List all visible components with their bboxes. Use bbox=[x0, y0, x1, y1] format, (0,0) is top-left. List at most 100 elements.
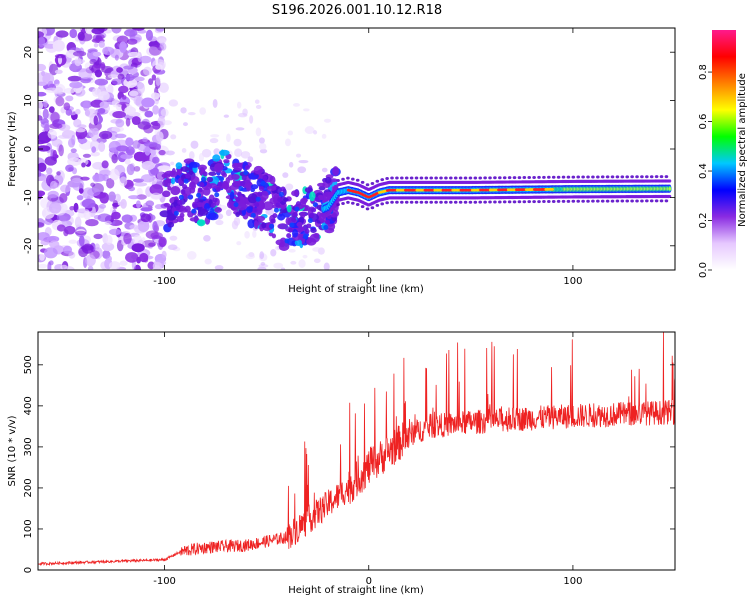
spectrogram-blob bbox=[323, 262, 330, 270]
spectrogram-blob bbox=[414, 200, 419, 204]
spectrogram-blob bbox=[124, 29, 138, 37]
spectrogram-blob bbox=[198, 153, 205, 162]
spectrogram-blob bbox=[48, 106, 55, 114]
spectrogram-blob bbox=[49, 123, 63, 129]
spectrogram-blob bbox=[507, 176, 512, 180]
spectrogram-blob bbox=[114, 54, 119, 61]
spectrogram-blob bbox=[127, 51, 141, 57]
spectrogram-blob bbox=[414, 176, 419, 180]
spectrogram-blob bbox=[463, 176, 468, 180]
spectrogram-blob bbox=[77, 31, 85, 41]
spectrogram-blob bbox=[178, 194, 184, 200]
spectrogram-blob bbox=[133, 165, 141, 172]
spectrogram-blob bbox=[259, 137, 265, 144]
spectrogram-blob bbox=[184, 205, 191, 213]
spectrogram-blob bbox=[522, 200, 527, 204]
spectrogram-blob bbox=[317, 182, 326, 187]
spectrogram-blob bbox=[434, 176, 438, 180]
spectrogram-blob bbox=[98, 141, 106, 152]
spectrogram-blob bbox=[261, 222, 267, 229]
spectrogram-blob bbox=[463, 200, 468, 204]
spectrogram-blob bbox=[321, 133, 327, 139]
spectrogram-blob bbox=[169, 235, 178, 241]
spectrogram-blob bbox=[245, 182, 251, 192]
spectrogram-blob bbox=[150, 232, 163, 240]
spectrogram-blob bbox=[148, 44, 162, 56]
spectrogram-blob bbox=[561, 175, 566, 179]
spectrogram-blob bbox=[112, 110, 126, 119]
spectrogram-blob bbox=[94, 243, 100, 250]
spectrogram-blob bbox=[109, 168, 120, 181]
spectrogram-blob bbox=[252, 207, 258, 213]
spectrogram-blob bbox=[192, 203, 198, 209]
spectrogram-blob bbox=[180, 107, 187, 114]
spectrogram-blob bbox=[167, 244, 178, 251]
spectrogram-blob bbox=[58, 134, 70, 139]
spectrogram-blob bbox=[100, 62, 106, 71]
spectrogram-blob bbox=[586, 199, 590, 203]
spectrogram-blob bbox=[262, 201, 274, 211]
spectrogram-blob bbox=[664, 199, 669, 203]
spectrogram-blob bbox=[336, 178, 340, 182]
spectrogram-blob bbox=[191, 208, 197, 214]
spectrogram-blob bbox=[291, 217, 297, 223]
spectrogram-blob bbox=[83, 210, 91, 220]
spectrogram-blob bbox=[260, 180, 266, 186]
spectrogram-blob bbox=[581, 175, 585, 179]
spectrogram-blob bbox=[294, 206, 300, 212]
spectrogram-blob bbox=[309, 191, 316, 202]
spectrogram-blob bbox=[292, 211, 298, 217]
spectrogram-blob bbox=[128, 186, 136, 192]
spectrogram-blob bbox=[404, 176, 409, 180]
spectrogram-blob bbox=[630, 175, 634, 179]
spectrogram-blob bbox=[390, 176, 394, 180]
spectrogram-blob bbox=[444, 200, 448, 204]
spectrogram-blob bbox=[272, 213, 278, 219]
spectrogram-blob bbox=[512, 176, 517, 180]
spectrogram-blob bbox=[148, 242, 156, 247]
spectrogram-blob bbox=[165, 150, 175, 156]
spectrogram-blob bbox=[610, 199, 615, 203]
spectrogram-blob bbox=[115, 118, 125, 128]
spectrogram-blob bbox=[502, 176, 507, 180]
spectrogram-blob bbox=[551, 199, 556, 203]
spectrogram-blob bbox=[274, 245, 280, 251]
spectrogram-blob bbox=[542, 175, 546, 179]
spectrogram-blob bbox=[218, 149, 230, 156]
spectrogram-blob bbox=[101, 160, 109, 169]
spectrogram-blob bbox=[116, 67, 123, 73]
spectrogram-blob bbox=[253, 220, 259, 230]
spectrogram-blob bbox=[107, 84, 114, 95]
spectrogram-blob bbox=[212, 197, 218, 203]
spectrogram-blob bbox=[615, 175, 620, 179]
spectrogram-blob bbox=[576, 175, 581, 179]
spectrogram-blob bbox=[292, 103, 300, 107]
spectrogram-blob bbox=[87, 265, 94, 270]
spectrogram-blob bbox=[150, 167, 159, 176]
spectrogram-blob bbox=[55, 30, 69, 38]
spectrogram-blob bbox=[635, 175, 639, 179]
spectrogram-blob bbox=[532, 175, 536, 179]
spectrogram-x-tick-label: -100 bbox=[153, 276, 176, 287]
spectrogram-blob bbox=[313, 130, 318, 135]
spectrogram-blob bbox=[72, 50, 87, 57]
spectrogram-blob bbox=[640, 199, 644, 203]
spectrogram-blob bbox=[439, 176, 443, 180]
spectrogram-blob bbox=[133, 151, 146, 162]
spectrogram-blob bbox=[38, 170, 42, 178]
spectrogram-blob bbox=[488, 200, 492, 204]
spectrogram-blob bbox=[116, 35, 129, 45]
spectrogram-blob bbox=[69, 81, 83, 89]
spectrogram-blob bbox=[214, 265, 224, 270]
spectrogram-blob bbox=[89, 58, 98, 65]
spectrogram-blob bbox=[210, 202, 216, 208]
spectrogram-blob bbox=[409, 200, 414, 204]
spectrogram-blob bbox=[556, 175, 561, 179]
spectrogram-blob bbox=[121, 214, 133, 223]
spectrogram-blob bbox=[197, 208, 209, 216]
spectrogram-blob bbox=[42, 108, 49, 120]
spectrogram-blob bbox=[38, 145, 51, 152]
spectrogram-blob bbox=[375, 203, 380, 207]
spectrogram-blob bbox=[571, 199, 576, 203]
